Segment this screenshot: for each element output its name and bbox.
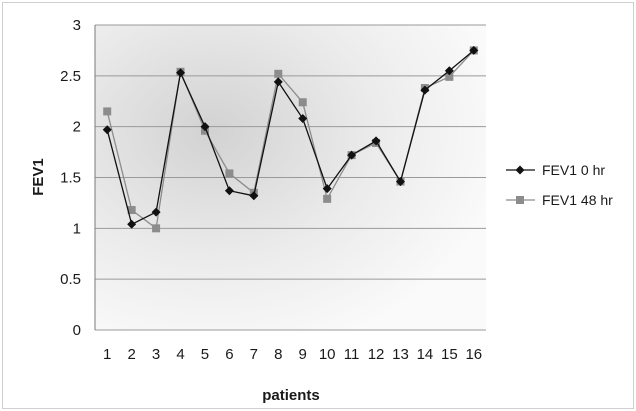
- legend-label-fev1-48-hr: FEV1 48 hr: [542, 192, 613, 208]
- y-tick-label: 2: [73, 119, 81, 136]
- data-point-fev1-48-hr: [445, 72, 454, 81]
- y-tick-label: 0: [73, 322, 81, 339]
- x-tick-label: 16: [465, 346, 482, 363]
- data-point-fev1-0-hr: [200, 122, 210, 132]
- data-point-fev1-0-hr: [469, 45, 479, 55]
- data-point-fev1-0-hr: [176, 68, 186, 78]
- x-tick-label: 5: [201, 346, 209, 363]
- x-tick-label: 3: [152, 346, 160, 363]
- data-point-fev1-0-hr: [322, 184, 332, 194]
- data-point-fev1-0-hr: [224, 186, 234, 196]
- data-point-fev1-0-hr: [420, 85, 430, 95]
- data-point-fev1-48-hr: [103, 107, 112, 116]
- data-point-fev1-48-hr: [274, 69, 283, 78]
- x-tick-label: 13: [392, 346, 409, 363]
- x-tick-label: 10: [319, 346, 336, 363]
- data-point-fev1-0-hr: [102, 125, 112, 135]
- data-point-fev1-0-hr: [371, 136, 381, 146]
- y-tick-label: 1.5: [60, 170, 81, 187]
- x-tick-label: 8: [274, 346, 282, 363]
- series-line-fev1-0-hr: [106, 49, 475, 226]
- data-point-fev1-48-hr: [225, 169, 234, 178]
- legend-marker-fev1-0-hr: [515, 165, 525, 175]
- x-tick-label: 11: [344, 346, 360, 363]
- y-tick-label: 3: [73, 17, 81, 34]
- data-point-fev1-0-hr: [151, 207, 161, 217]
- x-tick-label: 14: [417, 346, 434, 363]
- data-point-fev1-0-hr: [273, 77, 283, 87]
- data-point-fev1-0-hr: [395, 177, 405, 187]
- y-tick-label: 0.5: [60, 271, 81, 288]
- data-point-fev1-0-hr: [127, 219, 137, 229]
- data-point-fev1-48-hr: [323, 194, 332, 203]
- x-tick-label: 4: [176, 346, 184, 363]
- data-point-fev1-0-hr: [347, 150, 357, 160]
- x-tick-label: 15: [441, 346, 458, 363]
- data-point-fev1-48-hr: [152, 224, 161, 233]
- data-point-fev1-0-hr: [298, 114, 308, 124]
- x-tick-label: 9: [299, 346, 307, 363]
- y-tick-label: 1: [73, 220, 81, 237]
- x-tick-label: 12: [368, 346, 385, 363]
- data-point-fev1-48-hr: [127, 206, 136, 215]
- x-tick-label: 2: [127, 346, 135, 363]
- data-point-fev1-0-hr: [444, 66, 454, 76]
- legend-label-fev1-0-hr: FEV1 0 hr: [542, 162, 605, 178]
- fev1-line-chart: 00.511.522.53 1 2 3 4 5 6 7 8 9 10 11 12 13 14 15 16 FE…: [30, 17, 613, 404]
- x-axis-title: patients: [262, 387, 320, 404]
- data-point-fev1-48-hr: [298, 98, 307, 107]
- legend: FEV1 0 hr FEV1 48 hr: [506, 162, 613, 208]
- y-axis-title: FEV1: [30, 158, 47, 196]
- x-tick-label: 6: [225, 346, 233, 363]
- y-tick-label: 2.5: [60, 68, 81, 85]
- data-point-fev1-0-hr: [249, 191, 259, 201]
- x-tick-label: 7: [250, 346, 258, 363]
- legend-marker-fev1-48-hr: [516, 196, 524, 204]
- x-tick-label: 1: [103, 346, 111, 363]
